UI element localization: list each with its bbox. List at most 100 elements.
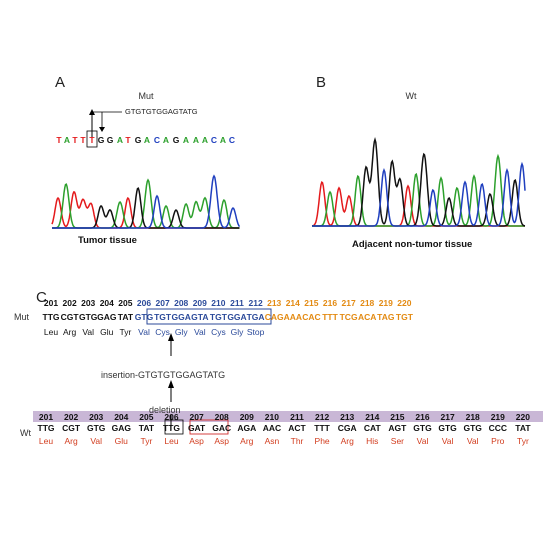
mut-codon-number: 207 [156, 298, 170, 308]
base-call: A [193, 135, 199, 145]
wt-amino-acid: Tyr [517, 436, 529, 446]
mut-codon: TGT [210, 312, 228, 322]
wt-codon-number: 220 [516, 412, 530, 422]
mut-codon: GGA [227, 312, 246, 322]
panel-c: C Mut Wt 201TTGLeu202CGTArg203GTGVal204G… [14, 289, 543, 446]
insertion-label: insertion-GTGTGTGGAGTATG [101, 370, 225, 380]
wt-amino-acid: Arg [341, 436, 355, 446]
wt-codon-number: 208 [215, 412, 229, 422]
wt-codon-number: 202 [64, 412, 78, 422]
base-call: A [163, 135, 169, 145]
base-call: T [125, 135, 131, 145]
wt-codon-number: 213 [340, 412, 354, 422]
wt-codon-number: 203 [89, 412, 103, 422]
wt-codon: CGA [338, 423, 357, 433]
mut-codon: CGT [61, 312, 80, 322]
mutation-arrow [168, 333, 174, 430]
wt-codon: TAT [515, 423, 531, 433]
base-call: A [144, 135, 150, 145]
mut-amino-acid: Val [82, 327, 94, 337]
mut-codon: CAG [265, 312, 284, 322]
insertion-sequence-a: GTGTGTGGAGTATG [125, 107, 198, 116]
wt-codon: CCC [489, 423, 507, 433]
wt-codon: TTG [38, 423, 55, 433]
insertion-arrow-a [89, 109, 122, 141]
wt-amino-acid: Leu [164, 436, 178, 446]
wt-codon-number: 212 [315, 412, 329, 422]
base-call: A [64, 135, 70, 145]
wt-codon: AGT [388, 423, 407, 433]
wt-codon: AAC [263, 423, 281, 433]
base-call: A [183, 135, 189, 145]
mut-codon-number: 219 [379, 298, 393, 308]
mut-codon: CAC [302, 312, 320, 322]
wt-codon: TTT [314, 423, 330, 433]
wt-codon-number: 204 [114, 412, 128, 422]
wt-amino-acid: Phe [315, 436, 330, 446]
wt-amino-acid: Ser [391, 436, 404, 446]
wt-codon: GAG [112, 423, 132, 433]
wt-codon: ACT [288, 423, 306, 433]
wildtype-sequence-table: 201TTGLeu202CGTArg203GTGVal204GAGGlu205T… [38, 412, 532, 446]
mut-amino-acid: Tyr [119, 327, 131, 337]
wt-amino-acid: Glu [115, 436, 129, 446]
wt-codon: GTG [463, 423, 482, 433]
wt-codon-number: 210 [265, 412, 279, 422]
base-call: T [89, 135, 95, 145]
mut-codon-number: 212 [249, 298, 263, 308]
wt-codon: TAT [139, 423, 155, 433]
wt-amino-acid: Asp [214, 436, 229, 446]
deletion-label: deletion [149, 405, 181, 415]
panel-c-letter: C [36, 289, 47, 306]
mut-codon-number: 204 [100, 298, 114, 308]
wt-amino-acid: Arg [240, 436, 254, 446]
base-call: T [80, 135, 86, 145]
mut-codon: GAG [97, 312, 117, 322]
wt-codon-number: 216 [415, 412, 429, 422]
base-call: C [211, 135, 217, 145]
wt-codon: GTG [438, 423, 457, 433]
base-call: T [56, 135, 62, 145]
base-call: A [117, 135, 123, 145]
mut-codon-number: 216 [323, 298, 337, 308]
mut-codon: TAT [118, 312, 134, 322]
mut-amino-acid: Glu [100, 327, 114, 337]
wt-amino-acid: Val [467, 436, 479, 446]
mut-codon: TGT [154, 312, 172, 322]
panel-a-title: Mut [138, 91, 154, 101]
mut-codon-number: 220 [397, 298, 411, 308]
mut-amino-acid: Val [138, 327, 150, 337]
mut-codon-number: 208 [174, 298, 188, 308]
wt-codon: GTG [87, 423, 106, 433]
mut-amino-acid: Leu [44, 327, 58, 337]
base-call: T [72, 135, 78, 145]
mut-codon: GTG [135, 312, 154, 322]
wt-codon-number: 209 [240, 412, 254, 422]
mut-codon-number: 213 [267, 298, 281, 308]
panel-a-letter: A [55, 74, 65, 91]
blue-trace [52, 174, 241, 229]
wt-codon: GAC [212, 423, 231, 433]
mut-amino-acid: Arg [63, 327, 77, 337]
mut-codon-number: 201 [44, 298, 58, 308]
base-call: A [220, 135, 226, 145]
mut-codon-number: 215 [304, 298, 318, 308]
panel-b: B Wt Adjacent non-tumor tissue [311, 74, 526, 250]
mut-codon-number: 218 [360, 298, 374, 308]
mut-codon: TGA [247, 312, 265, 322]
mut-codon: TCG [340, 312, 358, 322]
wt-codon: AGA [237, 423, 256, 433]
wt-codon-number: 207 [190, 412, 204, 422]
wt-amino-acid: Leu [39, 436, 53, 446]
mut-codon: ACA [358, 312, 376, 322]
wt-amino-acid: Asp [189, 436, 204, 446]
mut-codon-number: 202 [63, 298, 77, 308]
wt-amino-acid: Thr [291, 436, 304, 446]
caption-tumor: Tumor tissue [78, 235, 137, 246]
mut-codon-number: 209 [193, 298, 207, 308]
base-call: G [107, 135, 114, 145]
mut-codon: TGT [396, 312, 414, 322]
wt-codon-number: 201 [39, 412, 53, 422]
